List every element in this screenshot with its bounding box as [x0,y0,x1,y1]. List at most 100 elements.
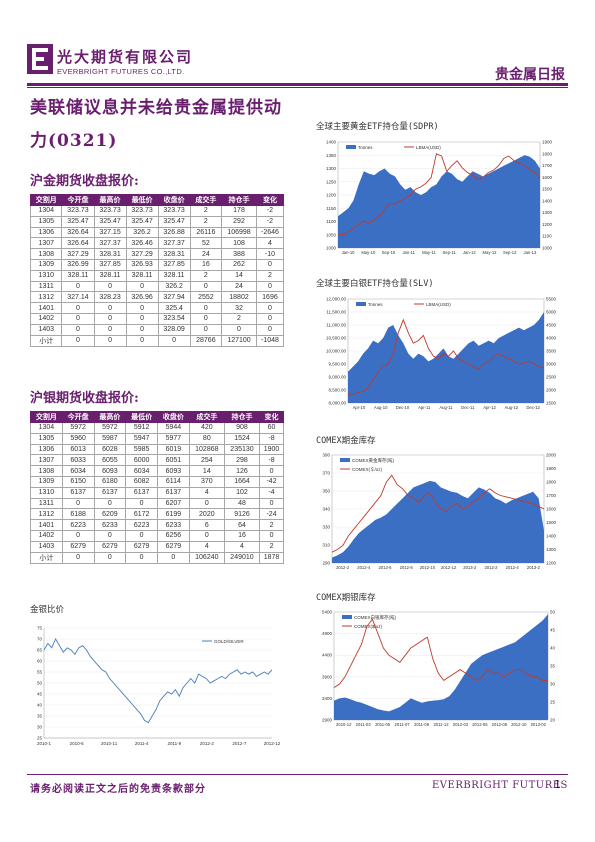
table-row: 1308 327.29 328.31 327.29 328.31 24 388 -10 [29,248,285,260]
table-cell: 52 [189,237,223,250]
y-right-tick-label: 2000 [546,453,557,458]
x-tick-label: 2012-2 [336,565,350,570]
y-right-tick-label: 1600 [542,175,553,180]
table-cell: 0 [255,280,285,293]
table-cell: 0 [61,551,95,564]
table-cell: 2 [221,312,257,325]
table-cell: 262 [221,258,257,271]
table-cell: 1524 [223,432,261,445]
series-area-COMEX白银库存(吨) [334,614,548,720]
table-cell: 0 [61,529,95,542]
table-cell: 328.31 [157,248,191,260]
y-left-tick-label: 370 [322,471,330,476]
table-cell: 6223 [125,519,158,531]
table-row: 1306 326.64 327.15 326.2 326.88 26116 106998 -2… [29,226,285,239]
table-cell: 18802 [221,291,257,304]
y-tick-label: 50 [37,681,43,686]
table-cell: 323.73 [157,205,191,217]
table-cell: 48 [223,497,261,510]
chart-title-slv: 全球主要白银ETF持仓量(SLV) [316,279,434,289]
y-right-tick-label: 1200 [546,561,557,566]
x-tick-label: May-11 [422,250,436,255]
x-tick-label: 2010-11 [101,741,118,746]
silver-col-header: 交割月 [30,411,63,423]
table-cell: 5947 [125,432,158,445]
y-right-tick-label: 1400 [546,534,557,539]
x-tick-label: Jan-11 [402,250,415,255]
table-cell: 6233 [93,519,127,531]
slv-chart: 12,000.00 11,500.00 11,000.00 10,500.00 10,0… [314,293,564,419]
table-cell: 292 [221,215,257,228]
gold-col-header: 最高价 [93,194,127,206]
table-cell: 0 [255,323,285,336]
table-cell: 0 [221,323,257,336]
y-left-tick-label: 290 [322,561,330,566]
table-cell: 6233 [157,519,190,531]
chart-title-comex-gold: COMEX期金库存 [316,436,376,446]
y-tick-label: 35 [37,714,43,719]
table-cell: 1311 [29,280,63,293]
table-cell: -2 [255,205,285,217]
table-cell: 249010 [223,551,261,564]
y-left-tick-label: 1400 [326,140,337,145]
table-row: 1305 325.47 325.47 325.47 325.47 2 292 -2 [29,215,285,228]
y-right-tick-label: 1800 [542,151,553,156]
table-cell: 0 [61,323,95,336]
y-right-tick-label: 50 [550,610,556,615]
table-cell: 0 [93,334,127,347]
y-tick-label: 70 [37,637,43,642]
x-tick-label: 2012-4 [506,565,520,570]
table-row: 1308 6034 6093 6034 6093 14 126 0 [30,465,284,477]
y-left-tick-label: 1300 [326,166,337,171]
table-cell: 6279 [61,540,95,553]
y-right-tick-label: 1400 [542,198,553,203]
table-cell: 26116 [189,226,223,239]
table-cell: 1696 [255,291,285,304]
page-number: 1 [554,778,561,791]
table-cell: 1312 [30,508,63,521]
x-tick-label: 2012-4 [357,565,371,570]
table-row: 1401 0 0 0 325.4 0 32 0 [29,302,285,314]
y-left-tick-label: 340 [322,507,330,512]
table-cell: 327.94 [157,291,191,304]
chart-title-sdpr: 全球主要黄金ETF持仓量(SDPR) [316,122,439,132]
header-divider-thin [27,87,568,88]
table-cell: 0 [259,497,284,510]
table-cell: 327.29 [61,248,95,260]
table-cell: 6137 [93,486,127,499]
table-row: 1402 0 0 0 6256 0 16 0 [30,529,284,542]
table-cell: 16 [189,258,223,271]
table-cell: 6051 [157,454,190,467]
x-tick-label: 2010-6 [70,741,85,746]
x-tick-label: 2012-05 [472,722,488,727]
y-right-tick-label: 1500 [542,187,553,192]
table-cell: 6033 [61,454,95,467]
table-cell: 24 [221,280,257,293]
table-cell: 0 [93,497,127,510]
table-cell: 6223 [61,519,95,531]
table-cell: 6028 [93,443,127,456]
table-cell: 5972 [61,422,95,434]
table-cell: 6188 [61,508,95,521]
x-tick-label: 2011-05 [375,722,391,727]
table-cell: 0 [157,334,191,347]
table-cell: 908 [223,422,261,434]
table-cell: 6093 [157,465,190,477]
legend-label: COMEX($/oz) [354,624,383,629]
y-tick-label: 60 [37,659,43,664]
table-cell: 328.31 [93,248,127,260]
series-area-Tonnes [338,155,540,248]
table-cell: 1307 [29,237,63,250]
table-cell: 1310 [30,486,63,499]
y-right-tick-label: 1900 [542,140,553,145]
x-tick-label: Dec-10 [396,405,410,410]
silver-col-header: 最低价 [125,411,158,423]
table-cell: 1307 [30,454,63,467]
x-tick-label: Dec-11 [461,405,475,410]
table-cell: 6209 [93,508,127,521]
table-cell: 328.11 [61,269,95,282]
x-tick-label: 2013-2 [463,565,477,570]
gold-col-header: 收盘价 [157,194,191,206]
table-cell: 2020 [188,508,225,521]
table-cell: 326.64 [61,226,95,239]
